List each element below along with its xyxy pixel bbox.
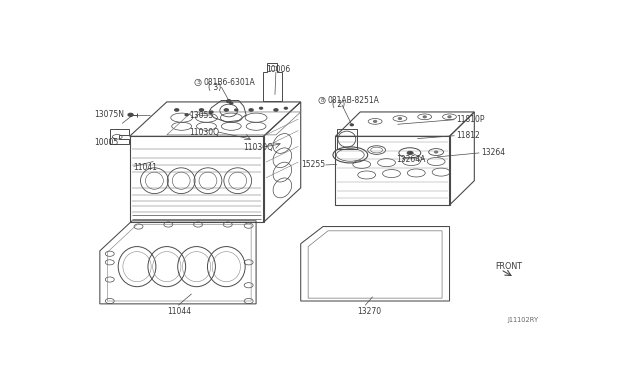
- Circle shape: [210, 111, 213, 113]
- Circle shape: [227, 100, 231, 103]
- Text: ( 3): ( 3): [208, 83, 221, 92]
- Circle shape: [410, 152, 413, 154]
- Circle shape: [230, 103, 233, 104]
- Text: J11102RY: J11102RY: [508, 317, 539, 323]
- Text: 10006: 10006: [266, 65, 291, 74]
- Text: 11812: 11812: [456, 131, 480, 140]
- Text: 13270: 13270: [356, 307, 381, 315]
- Text: FRONT: FRONT: [495, 262, 523, 271]
- Circle shape: [185, 114, 188, 116]
- Text: 11810P: 11810P: [456, 115, 484, 124]
- Text: 13264: 13264: [481, 148, 505, 157]
- Text: 13264A: 13264A: [396, 155, 426, 164]
- Circle shape: [399, 118, 401, 119]
- Text: 081B6-6301A: 081B6-6301A: [203, 78, 255, 87]
- Circle shape: [435, 151, 438, 153]
- Circle shape: [249, 109, 253, 111]
- Circle shape: [200, 109, 204, 111]
- Text: 8: 8: [320, 98, 324, 103]
- Text: 13075N: 13075N: [94, 110, 124, 119]
- Circle shape: [260, 108, 262, 109]
- Circle shape: [350, 124, 353, 126]
- Circle shape: [235, 109, 237, 111]
- Circle shape: [408, 151, 412, 154]
- Circle shape: [175, 109, 179, 111]
- Text: 15255: 15255: [301, 160, 325, 169]
- Text: 3: 3: [196, 80, 200, 85]
- Circle shape: [128, 113, 133, 116]
- Text: 081AB-8251A: 081AB-8251A: [327, 96, 379, 105]
- Text: 10005: 10005: [94, 138, 118, 147]
- Circle shape: [423, 116, 426, 118]
- Circle shape: [225, 109, 228, 111]
- Text: 13055: 13055: [189, 111, 213, 120]
- Circle shape: [274, 109, 278, 111]
- Text: 11030Q: 11030Q: [244, 143, 274, 152]
- Text: 11041: 11041: [134, 163, 157, 172]
- Text: 11044: 11044: [167, 307, 191, 316]
- Circle shape: [374, 121, 376, 122]
- Circle shape: [227, 100, 230, 101]
- Circle shape: [284, 108, 287, 109]
- Text: ( 2): ( 2): [332, 100, 345, 109]
- Circle shape: [448, 116, 451, 118]
- Text: 11030Q: 11030Q: [189, 128, 219, 137]
